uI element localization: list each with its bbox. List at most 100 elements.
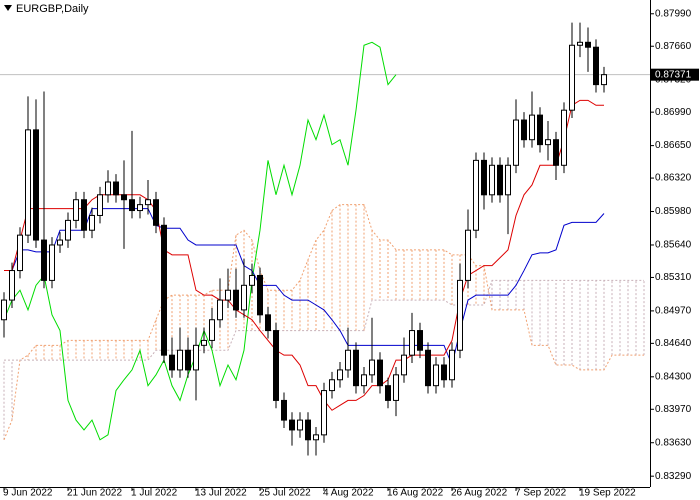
candle-body	[337, 369, 343, 381]
candle-body	[241, 284, 247, 311]
candle-body	[377, 359, 383, 387]
y-tick-label: 0.86320	[655, 173, 692, 184]
candle-body	[409, 330, 415, 356]
x-tick-label: 26 Aug 2022	[451, 488, 508, 499]
x-tick-label: 9 Jun 2022	[3, 488, 53, 499]
senkou-span-b	[4, 279, 644, 361]
candle-body	[169, 354, 175, 371]
candle-body	[177, 349, 183, 371]
candle-body	[601, 74, 607, 86]
y-tick-label: 0.86990	[655, 107, 692, 118]
candle-body	[473, 159, 479, 231]
candle-body	[297, 419, 303, 431]
y-tick-label: 0.85310	[655, 272, 692, 283]
x-tick-label: 4 Aug 2022	[323, 488, 374, 499]
candle-body	[137, 204, 143, 212]
candle-body	[113, 181, 119, 196]
candle-body	[9, 270, 15, 301]
candle-body	[537, 114, 543, 146]
current-price-box	[651, 68, 699, 81]
x-tick-label: 25 Jul 2022	[259, 488, 311, 499]
y-tick-label: 0.84640	[655, 338, 692, 349]
candle-body	[521, 119, 527, 141]
y-tick-label: 0.83630	[655, 437, 692, 448]
candle-body	[449, 349, 455, 381]
candle-body	[505, 164, 511, 196]
candle-body	[41, 239, 47, 281]
candle-body	[313, 434, 319, 441]
x-tick-label: 13 Jul 2022	[195, 488, 247, 499]
candle-body	[593, 46, 599, 86]
candle-body	[193, 344, 199, 371]
candle-body	[209, 319, 215, 341]
candle-body	[441, 364, 447, 381]
candle-body	[257, 274, 263, 316]
candle-body	[57, 239, 63, 246]
candle-body	[185, 349, 191, 371]
y-tick-label: 0.84970	[655, 306, 692, 317]
candle-body	[97, 194, 103, 216]
y-tick-label: 0.87990	[655, 8, 692, 19]
candle-body	[305, 419, 311, 441]
candle-body	[233, 289, 239, 311]
tenkan-sen	[4, 99, 604, 411]
y-tick-label: 0.83970	[655, 404, 692, 415]
candle-body	[425, 349, 431, 387]
candle-body	[89, 214, 95, 231]
candle-body	[457, 279, 463, 351]
candle-body	[321, 390, 327, 436]
candle-body	[249, 274, 255, 286]
candle-body	[17, 234, 23, 272]
candle-body	[369, 359, 375, 376]
candle-body	[145, 199, 151, 206]
x-tick-label: 21 Jun 2022	[67, 488, 122, 499]
candle-body	[33, 129, 39, 241]
candle-body	[225, 289, 231, 301]
candle-body	[73, 199, 79, 221]
candle-body	[281, 399, 287, 421]
current-price-label: 0.87371	[655, 69, 692, 80]
candle-body	[329, 379, 335, 392]
candle-body	[585, 41, 591, 48]
candle-body	[129, 199, 135, 212]
y-tick-label: 0.83290	[655, 471, 692, 482]
candle-body	[481, 159, 487, 196]
candle-body	[345, 349, 351, 371]
candle-body	[65, 219, 71, 241]
candle-body	[385, 385, 391, 401]
candle-body	[561, 109, 567, 166]
kijun-sen	[4, 208, 605, 367]
chart-title: EURGBP,Daily	[16, 3, 89, 15]
candle-body	[433, 364, 439, 387]
candle-body	[289, 419, 295, 431]
candle-body	[25, 129, 31, 236]
candle-body	[489, 164, 495, 196]
y-tick-label: 0.86650	[655, 140, 692, 151]
x-tick-label: 19 Sep 2022	[579, 488, 636, 499]
candle-body	[1, 299, 7, 321]
candle-body	[577, 41, 583, 46]
candle-body	[529, 114, 535, 141]
x-tick-label: 1 Jul 2022	[131, 488, 178, 499]
candle-body	[201, 339, 207, 346]
candle-body	[353, 349, 359, 387]
plot	[0, 22, 650, 456]
candle-body	[569, 44, 575, 111]
candle-body	[105, 181, 111, 196]
candle-body	[401, 354, 407, 376]
candle-body	[513, 119, 519, 166]
x-tick-label: 7 Sep 2022	[515, 488, 567, 499]
candle-body	[497, 164, 503, 196]
x-tick-label: 16 Aug 2022	[387, 488, 444, 499]
y-tick-label: 0.85980	[655, 206, 692, 217]
chikou-span	[3, 41, 397, 441]
candle-body	[545, 139, 551, 146]
candle-body	[417, 330, 423, 351]
symbol-icon	[4, 5, 12, 11]
candle-body	[361, 374, 367, 387]
candle-body	[217, 299, 223, 321]
candle-body	[121, 194, 127, 201]
candle-body	[153, 199, 159, 226]
